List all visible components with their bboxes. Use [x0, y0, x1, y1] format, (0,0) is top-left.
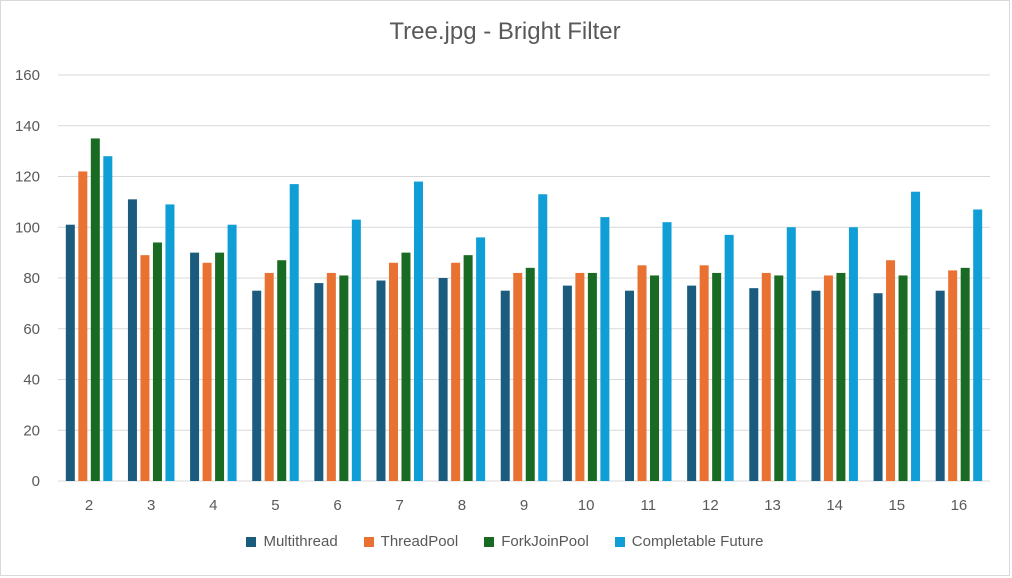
y-tick-label: 0	[32, 473, 40, 490]
y-tick-label: 80	[23, 270, 40, 287]
chart-title: Tree.jpg - Bright Filter	[389, 18, 621, 45]
bar-forkjoinpool-5	[277, 260, 287, 481]
x-tick-label: 4	[209, 497, 217, 514]
bar-multithread-6	[314, 283, 324, 481]
x-tick-label: 6	[333, 497, 341, 514]
bar-multithread-4	[190, 252, 200, 481]
bar-forkjoinpool-13	[774, 275, 784, 481]
bar-completable-future-3	[165, 204, 175, 481]
bar-forkjoinpool-12	[712, 272, 722, 481]
bar-forkjoinpool-15	[898, 275, 908, 481]
bar-threadpool-12	[699, 265, 709, 481]
x-tick-label: 9	[520, 497, 528, 514]
x-tick-label: 5	[271, 497, 279, 514]
bar-forkjoinpool-7	[401, 252, 411, 481]
bar-threadpool-14	[823, 275, 833, 481]
bar-threadpool-6	[326, 272, 336, 481]
legend-swatch	[614, 536, 625, 547]
y-tick-label: 20	[23, 422, 40, 439]
x-tick-label: 12	[702, 497, 719, 514]
bar-multithread-10	[562, 285, 572, 481]
chart-legend: Multithread ThreadPool ForkJoinPool Complet…	[0, 533, 1010, 550]
bar-threadpool-11	[637, 265, 647, 481]
bar-multithread-7	[376, 280, 386, 481]
bar-forkjoinpool-16	[960, 267, 970, 481]
bar-completable-future-4	[227, 224, 237, 481]
bar-forkjoinpool-11	[650, 275, 660, 481]
bar-multithread-15	[873, 293, 883, 481]
bar-threadpool-8	[451, 262, 461, 481]
bar-completable-future-14	[848, 227, 858, 481]
bar-multithread-3	[127, 199, 137, 481]
x-tick-label: 13	[764, 497, 781, 514]
bar-completable-future-13	[786, 227, 796, 481]
legend-label: ThreadPool	[380, 533, 459, 550]
bar-completable-future-2	[103, 156, 113, 481]
bar-threadpool-13	[761, 272, 771, 481]
legend-swatch	[246, 536, 257, 547]
bar-completable-future-11	[662, 222, 672, 482]
y-tick-label: 40	[23, 372, 40, 389]
bar-forkjoinpool-10	[587, 272, 597, 481]
bar-multithread-12	[687, 285, 697, 481]
y-tick-label: 120	[15, 169, 40, 186]
bar-multithread-5	[252, 290, 262, 481]
bar-threadpool-9	[513, 272, 523, 481]
bar-completable-future-5	[289, 184, 299, 482]
bar-completable-future-12	[724, 234, 734, 481]
bar-threadpool-3	[140, 255, 150, 481]
x-tick-label: 8	[458, 497, 466, 514]
bar-completable-future-8	[476, 237, 486, 481]
bar-threadpool-7	[388, 262, 398, 481]
x-tick-label: 16	[951, 497, 968, 514]
legend-label: Completable Future	[631, 533, 764, 550]
x-tick-label: 15	[888, 497, 905, 514]
bar-multithread-9	[500, 290, 510, 481]
y-tick-label: 160	[15, 67, 40, 84]
bar-threadpool-10	[575, 272, 585, 481]
legend-label: ForkJoinPool	[501, 533, 589, 550]
y-tick-label: 100	[15, 219, 40, 236]
x-tick-label: 7	[396, 497, 404, 514]
legend-swatch	[484, 536, 495, 547]
bar-threadpool-5	[264, 272, 274, 481]
legend-item: ThreadPool	[363, 533, 459, 550]
bar-threadpool-4	[202, 262, 212, 481]
x-tick-label: 10	[578, 497, 595, 514]
legend-swatch	[363, 536, 374, 547]
x-tick-label: 11	[640, 497, 656, 514]
legend-item: Completable Future	[614, 533, 764, 550]
bar-forkjoinpool-2	[90, 138, 100, 481]
bar-forkjoinpool-6	[339, 275, 349, 481]
x-tick-label: 3	[147, 497, 155, 514]
bar-multithread-14	[811, 290, 821, 481]
bar-completable-future-7	[413, 181, 423, 481]
legend-item: Multithread	[246, 533, 338, 550]
bar-forkjoinpool-3	[152, 242, 162, 481]
legend-label: Multithread	[263, 533, 338, 550]
bar-completable-future-16	[973, 209, 983, 482]
legend-item: ForkJoinPool	[484, 533, 589, 550]
bar-multithread-2	[65, 224, 75, 481]
y-tick-label: 140	[15, 118, 40, 135]
bar-forkjoinpool-9	[525, 267, 535, 481]
bar-threadpool-2	[78, 171, 88, 482]
bar-completable-future-10	[600, 217, 610, 481]
bar-multithread-11	[625, 290, 635, 481]
bar-completable-future-9	[538, 194, 548, 481]
bar-forkjoinpool-8	[463, 255, 473, 481]
bar-multithread-13	[749, 288, 759, 481]
x-tick-label: 2	[85, 497, 93, 514]
bar-threadpool-16	[948, 270, 958, 481]
bar-completable-future-15	[911, 191, 921, 481]
bar-forkjoinpool-4	[215, 252, 225, 481]
bar-multithread-8	[438, 278, 448, 481]
bar-completable-future-6	[351, 219, 361, 481]
bar-forkjoinpool-14	[836, 272, 846, 481]
x-tick-label: 14	[826, 497, 843, 514]
y-tick-label: 60	[23, 321, 40, 338]
bar-threadpool-15	[886, 260, 896, 481]
bar-multithread-16	[935, 290, 945, 481]
